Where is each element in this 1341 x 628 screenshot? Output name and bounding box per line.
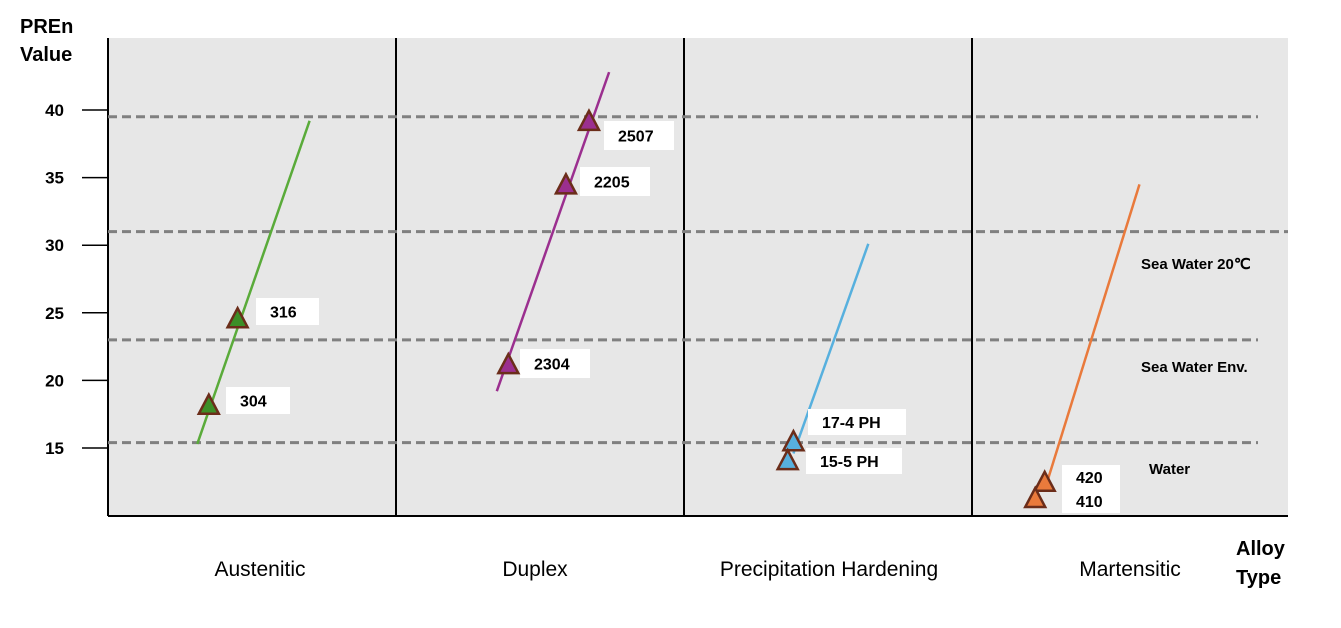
point-label: 2304: [534, 357, 570, 374]
point-label-box: [604, 121, 674, 150]
point-label-box: [226, 387, 290, 414]
category-label: Martensitic: [1079, 558, 1181, 581]
point-label-box: [256, 298, 319, 325]
point-label: 316: [270, 305, 297, 322]
point-label: 410: [1076, 494, 1103, 511]
threshold-label: Water: [1149, 461, 1190, 478]
point-label: 2507: [618, 129, 654, 146]
data-point-marker: [225, 305, 250, 329]
y-axis-label: PREn: [20, 16, 73, 38]
y-tick-label: 40: [45, 101, 64, 120]
y-tick-label: 25: [45, 304, 64, 323]
trend-line: [792, 243, 870, 454]
threshold-label: Sea Water 20℃: [1141, 256, 1251, 273]
point-label: 2205: [594, 175, 630, 192]
y-tick-label: 35: [45, 169, 64, 188]
point-label-box: [1062, 465, 1120, 489]
y-tick-label: 15: [45, 439, 64, 458]
point-label-box: [808, 409, 906, 435]
data-point-marker: [1023, 485, 1048, 509]
point-label-box: [520, 349, 590, 378]
point-label: 17-4 PH: [822, 415, 881, 432]
data-point-marker: [553, 171, 578, 195]
y-tick-label: 20: [45, 371, 64, 390]
data-point-marker: [196, 392, 221, 415]
category-label: Austenitic: [214, 558, 305, 581]
x-axis-label: Type: [1236, 567, 1281, 589]
category-label: Precipitation Hardening: [720, 558, 938, 581]
threshold-label: Sea Water Env.: [1141, 359, 1248, 376]
point-label-box: [1062, 489, 1120, 513]
point-label-box: [806, 448, 902, 474]
data-point-marker: [775, 447, 800, 471]
point-label: 15-5 PH: [820, 454, 879, 471]
category-label: Duplex: [502, 558, 568, 581]
data-point-marker: [1032, 469, 1057, 493]
y-axis-label: Value: [20, 44, 72, 66]
data-point-marker: [781, 428, 806, 452]
data-point-marker: [496, 351, 521, 375]
data-point-marker: [576, 108, 602, 132]
y-tick-label: 30: [45, 236, 64, 255]
x-axis-label: Alloy: [1236, 538, 1286, 560]
point-label-box: [580, 167, 650, 196]
trend-line: [1043, 183, 1141, 491]
trend-line: [196, 120, 311, 445]
point-label: 420: [1076, 470, 1103, 487]
point-label: 304: [240, 394, 267, 411]
